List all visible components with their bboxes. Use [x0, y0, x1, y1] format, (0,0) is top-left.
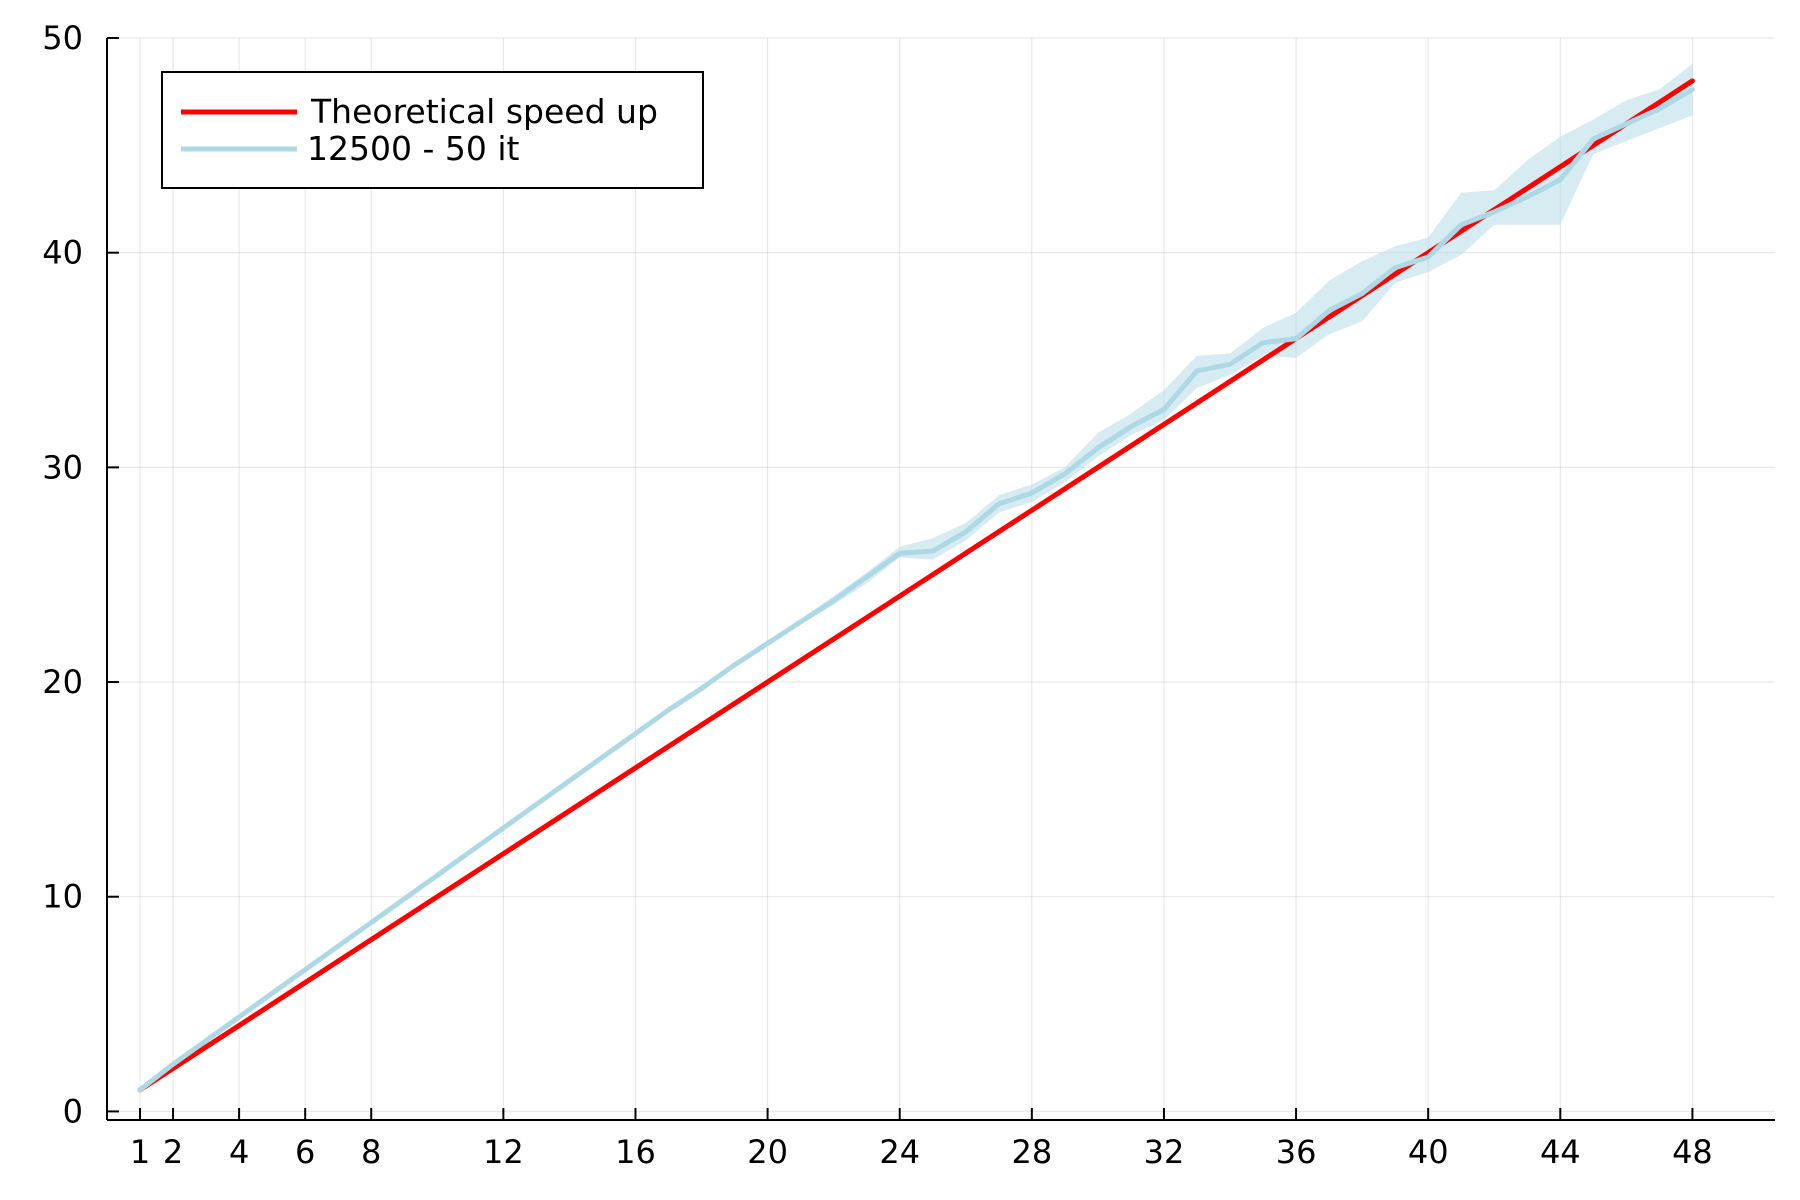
- legend-box: [161, 71, 704, 189]
- x-tick-label: 32: [1144, 1133, 1185, 1171]
- x-tick-label: 1: [130, 1133, 150, 1171]
- y-tick-label: 20: [42, 663, 83, 701]
- y-tick-label: 0: [63, 1092, 83, 1130]
- x-tick-label: 48: [1672, 1133, 1713, 1171]
- x-tick-label: 6: [295, 1133, 315, 1171]
- x-tick-label: 16: [615, 1133, 656, 1171]
- series-band-layer: [140, 63, 1693, 1092]
- x-tick-label: 28: [1011, 1133, 1052, 1171]
- x-tick-label: 40: [1408, 1133, 1449, 1171]
- y-tick-label: 40: [42, 234, 83, 272]
- grid: [107, 37, 1775, 1120]
- series-line-theoretical: [137, 78, 1695, 1093]
- x-tick-label: 8: [361, 1133, 381, 1171]
- legend: Theoretical speed up 12500 - 50 it: [161, 71, 704, 189]
- series-band-12500: [140, 63, 1693, 1092]
- series-line-12500: [137, 87, 1695, 1093]
- x-tick-label: 2: [163, 1133, 183, 1171]
- x-tick-label: 24: [879, 1133, 920, 1171]
- x-tick-label: 44: [1540, 1133, 1581, 1171]
- y-tick-label: 50: [42, 19, 83, 57]
- series-line-layer: [137, 78, 1695, 1093]
- legend-label-theoretical: Theoretical speed up: [310, 92, 658, 131]
- y-tick-label: 30: [42, 448, 83, 486]
- legend-label-12500: 12500 - 50 it: [307, 129, 520, 168]
- x-tick-label: 36: [1276, 1133, 1317, 1171]
- x-tick-label: 4: [229, 1133, 249, 1171]
- x-tick-label: 20: [747, 1133, 788, 1171]
- y-tick-label: 10: [42, 878, 83, 916]
- x-tick-label: 12: [483, 1133, 524, 1171]
